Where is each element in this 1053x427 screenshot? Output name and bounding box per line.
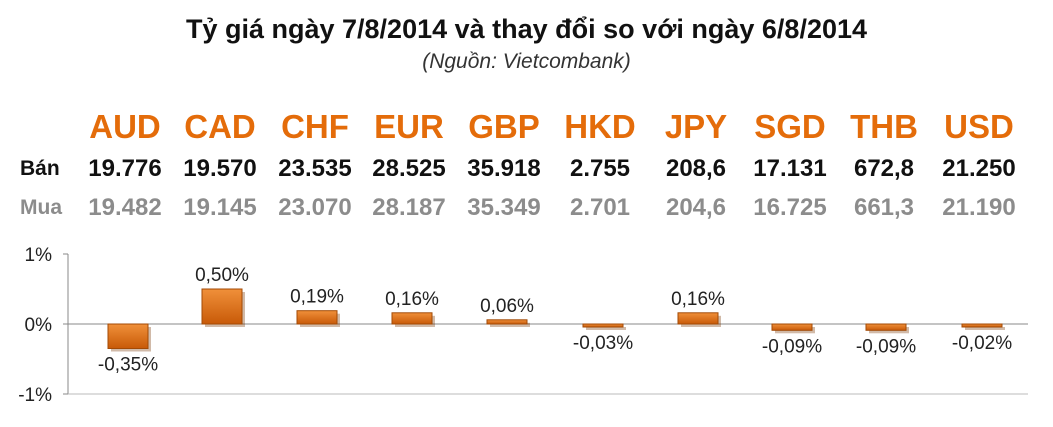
row-label-mua: Mua — [20, 196, 62, 219]
ban-value-eur: 28.525 — [372, 155, 446, 182]
y-tick-label: 0% — [25, 315, 53, 336]
data-label-jpy: 0,16% — [671, 289, 725, 310]
ban-value-chf: 23.535 — [278, 155, 352, 182]
mua-value-jpy: 204,6 — [665, 194, 727, 221]
currency-code-eur: EUR — [374, 108, 444, 145]
data-label-hkd: -0,03% — [573, 333, 633, 354]
data-label-usd: -0,02% — [952, 333, 1012, 354]
bar-hkd — [582, 323, 624, 328]
data-label-aud: -0,35% — [98, 355, 158, 376]
bar-shadow-hkd — [586, 327, 626, 330]
currency-code-sgd: SGD — [754, 108, 826, 145]
bar-cad — [201, 288, 243, 325]
data-label-sgd: -0,09% — [762, 336, 822, 357]
data-label-chf: 0,19% — [290, 287, 344, 308]
ban-value-thb: 672,8 — [853, 155, 915, 182]
data-label-eur: 0,16% — [385, 289, 439, 310]
ban-value-hkd: 2.755 — [569, 155, 631, 182]
bar-eur — [391, 312, 433, 325]
mua-value-hkd: 2.701 — [569, 194, 631, 221]
currency-code-hkd: HKD — [564, 108, 636, 145]
currency-code-aud: AUD — [89, 108, 161, 145]
mua-value-usd: 21.190 — [942, 194, 1016, 221]
currency-code-gbp: GBP — [468, 108, 540, 145]
bar-shadow-gbp — [490, 322, 530, 327]
bar-chf — [296, 310, 338, 325]
mua-value-sgd: 16.725 — [753, 194, 827, 221]
y-tick-label: 1% — [25, 245, 53, 266]
data-label-thb: -0,09% — [856, 336, 916, 357]
mua-value-chf: 23.070 — [278, 194, 352, 221]
bar-aud — [107, 323, 149, 349]
currency-code-cad: CAD — [184, 108, 256, 145]
chart-subtitle: (Nguồn: Vietcombank) — [422, 50, 631, 73]
currency-code-usd: USD — [944, 108, 1014, 145]
ban-value-gbp: 35.918 — [467, 155, 541, 182]
chart-title: Tỷ giá ngày 7/8/2014 và thay đổi so với … — [185, 14, 868, 44]
row-label-ban: Bán — [20, 157, 60, 180]
bar-jpy — [677, 312, 719, 325]
ban-value-jpy: 208,6 — [665, 155, 727, 182]
ban-value-usd: 21.250 — [942, 155, 1016, 182]
chart-bars — [107, 288, 1005, 352]
currency-code-jpy: JPY — [664, 108, 728, 145]
bar-shadow-usd — [965, 327, 1005, 330]
bar-usd — [961, 323, 1003, 328]
chart-data-labels: -0,35% 0,50% 0,19% 0,16% 0,06% -0,03% 0,16% -0,… — [98, 265, 1012, 376]
y-tick-label: -1% — [18, 385, 52, 406]
mua-value-cad: 19.145 — [183, 194, 257, 221]
data-label-cad: 0,50% — [195, 265, 249, 286]
mua-value-eur: 28.187 — [372, 194, 446, 221]
mua-value-gbp: 35.349 — [467, 194, 541, 221]
data-label-gbp: 0,06% — [480, 296, 534, 317]
mua-value-aud: 19.482 — [88, 194, 162, 221]
currency-code-chf: CHF — [281, 108, 349, 145]
currency-code-thb: THB — [850, 108, 918, 145]
bar-gbp — [486, 319, 528, 325]
bar-thb — [865, 323, 907, 331]
bar-sgd — [771, 323, 813, 331]
mua-value-thb: 661,3 — [853, 194, 915, 221]
ban-value-sgd: 17.131 — [753, 155, 827, 182]
ban-value-aud: 19.776 — [88, 155, 162, 182]
ban-value-cad: 19.570 — [183, 155, 257, 182]
